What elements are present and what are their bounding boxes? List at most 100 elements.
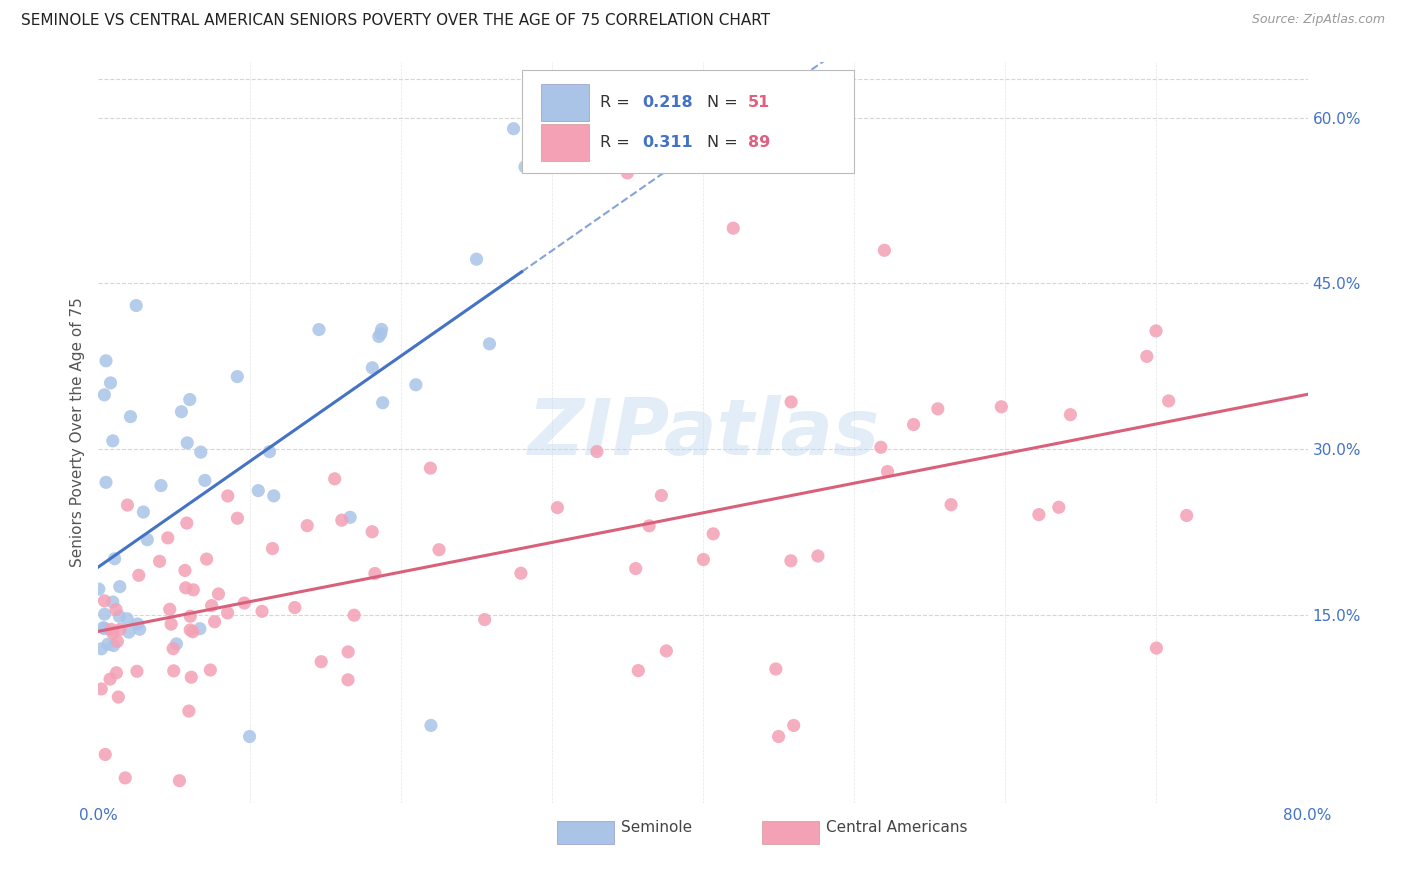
- Point: [1175, 508, 1198, 523]
- Point: [159, 602, 181, 616]
- Point: [87, 582, 110, 596]
- Point: [101, 626, 124, 640]
- Point: [405, 377, 427, 392]
- Point: [330, 513, 353, 527]
- Point: [162, 641, 184, 656]
- Point: [546, 500, 568, 515]
- Point: [94, 353, 117, 368]
- Point: [179, 623, 201, 637]
- Point: [93, 388, 115, 402]
- Point: [262, 541, 284, 556]
- Point: [174, 581, 197, 595]
- Point: [93, 607, 115, 622]
- Point: [239, 730, 262, 744]
- Point: [250, 604, 273, 618]
- Point: [990, 400, 1012, 414]
- Point: [339, 510, 361, 524]
- Point: [125, 299, 148, 313]
- Point: [323, 472, 346, 486]
- Text: Source: ZipAtlas.com: Source: ZipAtlas.com: [1251, 13, 1385, 27]
- Point: [90, 641, 112, 656]
- Point: [370, 326, 392, 341]
- Point: [104, 551, 127, 566]
- Point: [502, 121, 524, 136]
- Point: [624, 561, 647, 575]
- Point: [118, 625, 141, 640]
- Point: [1028, 508, 1050, 522]
- Point: [93, 622, 115, 636]
- Point: [1144, 324, 1167, 338]
- Point: [655, 644, 678, 658]
- Point: [105, 634, 128, 648]
- Text: N =: N =: [707, 95, 742, 110]
- Point: [478, 336, 501, 351]
- Point: [367, 329, 389, 343]
- Point: [627, 664, 650, 678]
- Point: [166, 637, 188, 651]
- Point: [98, 672, 121, 686]
- Point: [114, 771, 136, 785]
- Point: [308, 322, 330, 336]
- Text: 0.311: 0.311: [643, 136, 693, 151]
- Point: [207, 587, 229, 601]
- Text: ZIPatlas: ZIPatlas: [527, 394, 879, 471]
- Point: [181, 624, 204, 639]
- Point: [474, 613, 496, 627]
- Point: [297, 518, 319, 533]
- FancyBboxPatch shape: [557, 821, 613, 844]
- Point: [94, 475, 117, 490]
- Text: Central Americans: Central Americans: [827, 820, 967, 835]
- Point: [103, 639, 125, 653]
- FancyBboxPatch shape: [762, 821, 820, 844]
- Point: [343, 608, 366, 623]
- Point: [876, 465, 898, 479]
- Text: Seminole: Seminole: [621, 820, 692, 835]
- Point: [765, 662, 787, 676]
- Point: [529, 111, 551, 125]
- Point: [195, 552, 218, 566]
- Point: [177, 704, 200, 718]
- Point: [108, 623, 131, 637]
- Point: [723, 221, 745, 235]
- Text: SEMINOLE VS CENTRAL AMERICAN SENIORS POVERTY OVER THE AGE OF 75 CORRELATION CHAR: SEMINOLE VS CENTRAL AMERICAN SENIORS POV…: [21, 13, 770, 29]
- Point: [226, 369, 249, 384]
- Point: [1059, 408, 1081, 422]
- Point: [263, 489, 285, 503]
- Point: [188, 622, 211, 636]
- Point: [91, 621, 114, 635]
- Point: [903, 417, 925, 432]
- Point: [217, 489, 239, 503]
- Point: [247, 483, 270, 498]
- Point: [420, 718, 443, 732]
- Point: [465, 252, 488, 267]
- Point: [93, 594, 115, 608]
- Point: [101, 595, 124, 609]
- Point: [226, 511, 249, 525]
- FancyBboxPatch shape: [522, 70, 855, 173]
- Text: R =: R =: [600, 136, 636, 151]
- Point: [1047, 500, 1070, 515]
- Point: [200, 663, 222, 677]
- Point: [101, 434, 124, 448]
- Point: [1157, 393, 1180, 408]
- Point: [361, 524, 384, 539]
- Point: [132, 505, 155, 519]
- Point: [97, 637, 120, 651]
- Point: [105, 602, 128, 616]
- Point: [100, 623, 122, 637]
- Point: [783, 718, 806, 732]
- Point: [163, 664, 186, 678]
- Point: [150, 478, 173, 492]
- Text: N =: N =: [707, 136, 742, 151]
- Point: [179, 609, 201, 624]
- Point: [259, 444, 281, 458]
- Point: [117, 498, 139, 512]
- FancyBboxPatch shape: [541, 124, 589, 161]
- Point: [125, 665, 148, 679]
- Point: [108, 580, 131, 594]
- Point: [586, 444, 609, 458]
- Point: [370, 322, 392, 336]
- Point: [105, 665, 128, 680]
- Point: [108, 609, 131, 624]
- Point: [94, 747, 117, 762]
